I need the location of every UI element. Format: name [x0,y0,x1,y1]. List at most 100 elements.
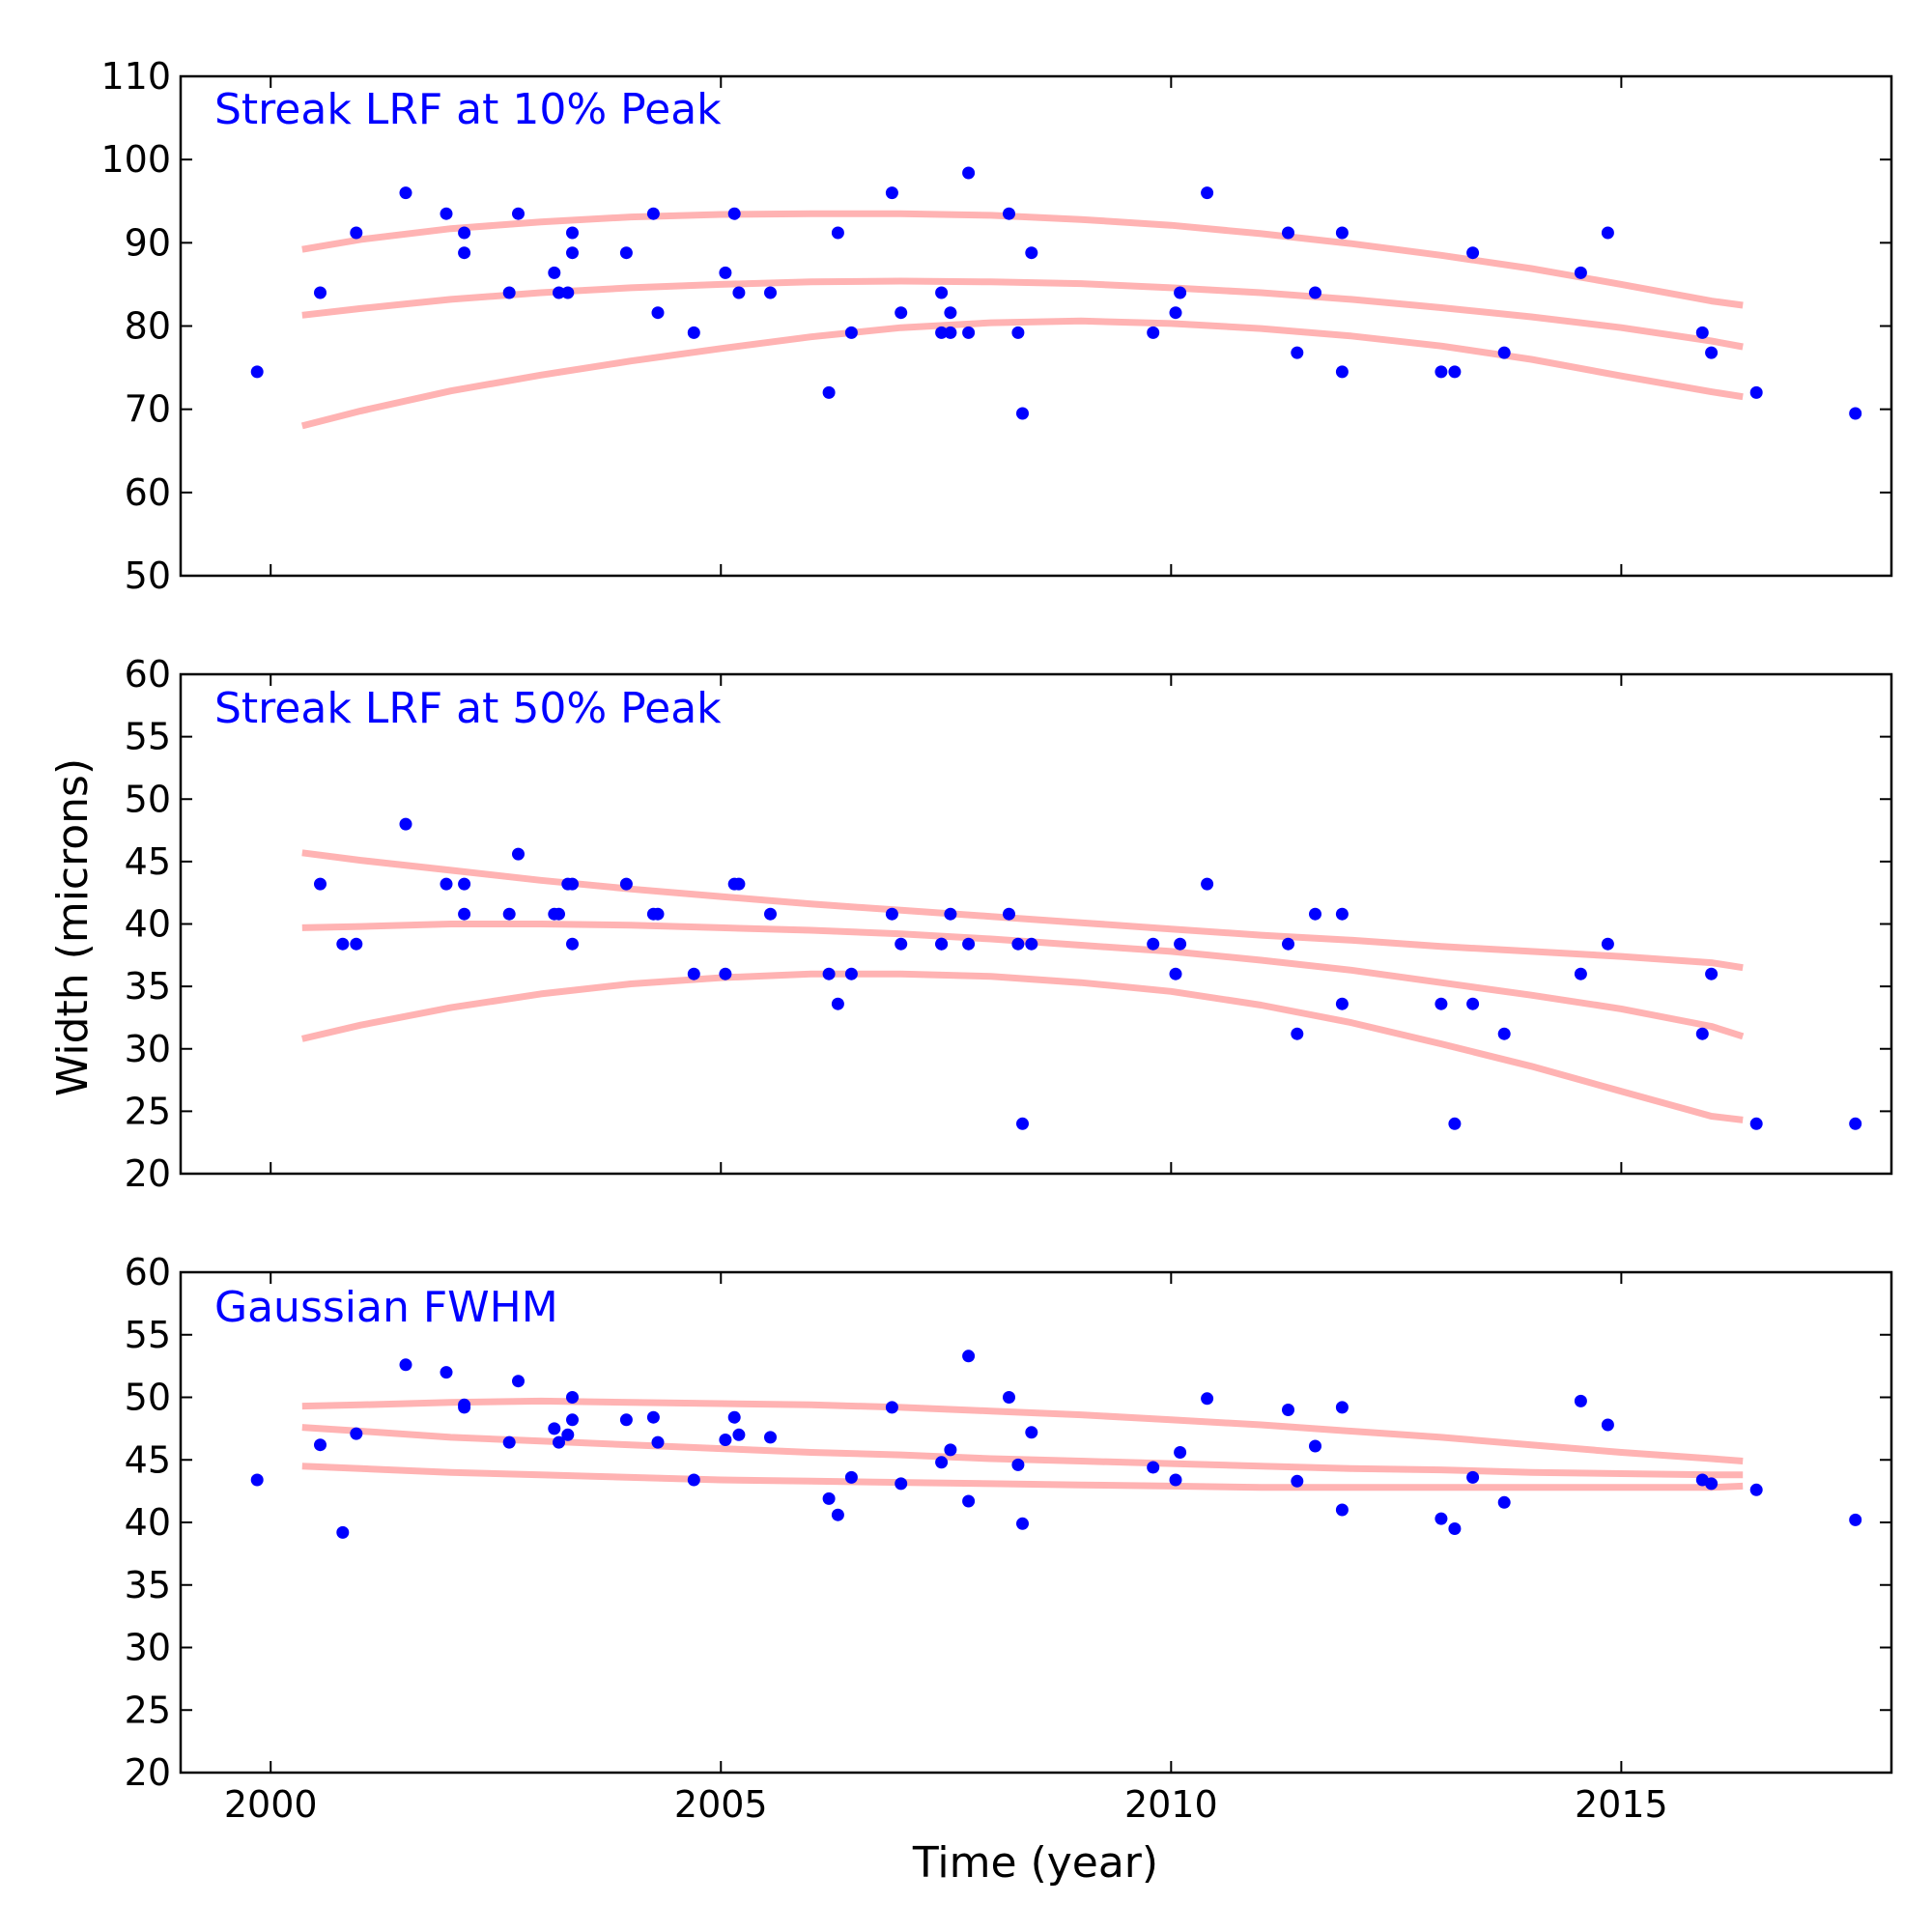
data-point [1025,246,1038,260]
data-point [350,1427,363,1440]
y-tick-label: 100 [100,138,171,181]
data-point [831,997,844,1010]
data-point [336,1525,350,1539]
data-point [1169,1473,1182,1487]
y-tick-label: 45 [125,840,171,883]
data-point [944,1443,957,1457]
data-point [1695,1027,1709,1040]
data-point [399,817,412,831]
data-point [1497,1027,1511,1040]
data-point [895,937,908,951]
data-point [764,1431,777,1444]
data-point [553,286,565,299]
y-tick-label: 70 [125,388,171,431]
data-point [844,326,858,339]
data-point [1335,907,1349,921]
data-point [1282,1404,1294,1416]
data-point [1016,1117,1029,1130]
data-point [1025,1426,1038,1439]
data-point [1695,326,1709,339]
fit-curve-lower [301,1463,1744,1492]
data-point [1147,937,1160,951]
data-point [512,847,525,861]
data-point [1435,365,1448,379]
data-point [619,877,633,891]
data-point [895,306,908,320]
x-tick-label: 2005 [674,1783,768,1826]
data-point [1016,407,1029,420]
panel-gaussian-fwhm: 20 25 30 35 40 45 50 55 60 2000 2005 2010 2015 Gaussi… [125,1251,1893,1826]
data-point [250,365,264,379]
data-point [458,246,471,260]
fit-curve-lower [301,970,1744,1123]
data-point [1435,997,1448,1010]
data-point [1601,1418,1614,1432]
data-point [687,1473,700,1487]
data-point [895,1477,908,1491]
data-point [764,286,777,299]
data-point [399,1358,412,1372]
data-point [314,877,327,891]
data-point [962,166,976,180]
data-point [822,967,836,980]
data-point [566,1413,579,1427]
y-tick-label: 60 [125,653,171,696]
data-point [687,967,700,980]
data-point [619,1413,633,1427]
panel-streak-10: 50 60 70 80 90 100 110 Streak LRF at 10% Peak [100,55,1893,597]
fit-curve-upper [301,210,1744,309]
data-point [844,967,858,980]
data-point [1497,1495,1511,1509]
y-tick-label: 80 [125,305,171,348]
y-tick-label: 30 [125,1028,171,1070]
data-point [502,286,516,299]
data-point [885,1401,898,1414]
data-point [719,967,732,980]
data-point [944,326,957,339]
data-point [962,1494,976,1508]
y-tick-label: 50 [125,1377,171,1419]
data-point [1174,286,1187,299]
data-point [502,1435,516,1449]
x-axis-label: Time (year) [912,1838,1158,1888]
data-point [1201,186,1214,200]
data-point [440,1366,453,1379]
data-point [822,385,836,399]
data-point [399,186,412,200]
data-point [1335,1401,1349,1414]
data-point [651,1435,665,1449]
data-point [1335,365,1349,379]
data-point [935,937,949,951]
data-point [831,226,844,240]
data-point [1003,1391,1015,1404]
data-point [935,286,949,299]
y-tick-label: 45 [125,1438,171,1481]
panel-title-streak-10: Streak LRF at 10% Peak [214,85,722,134]
data-point [502,907,516,921]
data-point [1147,1461,1160,1474]
data-point [732,1428,746,1441]
data-point [1335,997,1349,1010]
data-point [822,1492,836,1505]
data-point [1335,1503,1349,1517]
panel-streak-50: 20 25 30 35 40 45 50 55 60 Streak LRF at 50% Peak [125,653,1893,1195]
data-point [1849,1513,1862,1526]
data-point [566,246,579,260]
data-point [1282,937,1294,951]
fit-curve-middle [301,1424,1744,1479]
data-point [944,907,957,921]
data-point [1601,226,1614,240]
data-point [687,326,700,339]
data-point [1466,1470,1480,1484]
data-point [944,306,957,320]
data-point [1705,967,1719,980]
x-tick-label: 2010 [1124,1783,1218,1826]
x-tick-label: 2015 [1575,1783,1668,1826]
data-point [1448,1522,1462,1535]
data-point [935,1456,949,1469]
data-point [1309,907,1321,921]
data-point [566,937,579,951]
data-point [1291,346,1304,359]
data-point [1201,877,1214,891]
data-point [732,877,746,891]
